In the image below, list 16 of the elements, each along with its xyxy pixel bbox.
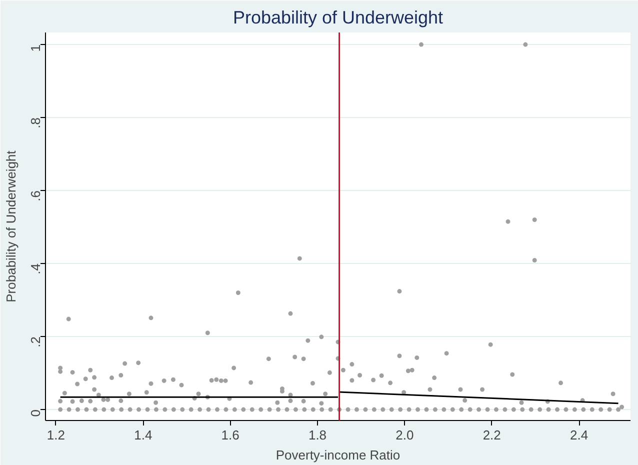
y-tick-label: .6 [28,190,43,202]
y-tick-label: 0 [28,410,43,417]
y-tick-label: .8 [28,118,43,128]
x-tick-label: 1.6 [221,428,240,442]
x-axis-title: Poverty-income Ratio [276,448,400,462]
x-tick-label: 1.2 [46,428,66,442]
x-tick-label: 2.4 [570,428,588,442]
y-tick-label: .2 [28,336,43,348]
x-tick-label: 2.0 [396,428,414,442]
y-tick-label: 1 [28,44,43,52]
y-tick-label: .4 [28,264,43,274]
x-tick-label: 1.8 [308,428,327,442]
chart-title: Probability of Underweight [232,8,444,28]
x-tick-label: 2.2 [482,428,501,442]
y-axis-title: Probability of Underweight [4,150,18,302]
x-tick-label: 1.4 [134,428,152,442]
